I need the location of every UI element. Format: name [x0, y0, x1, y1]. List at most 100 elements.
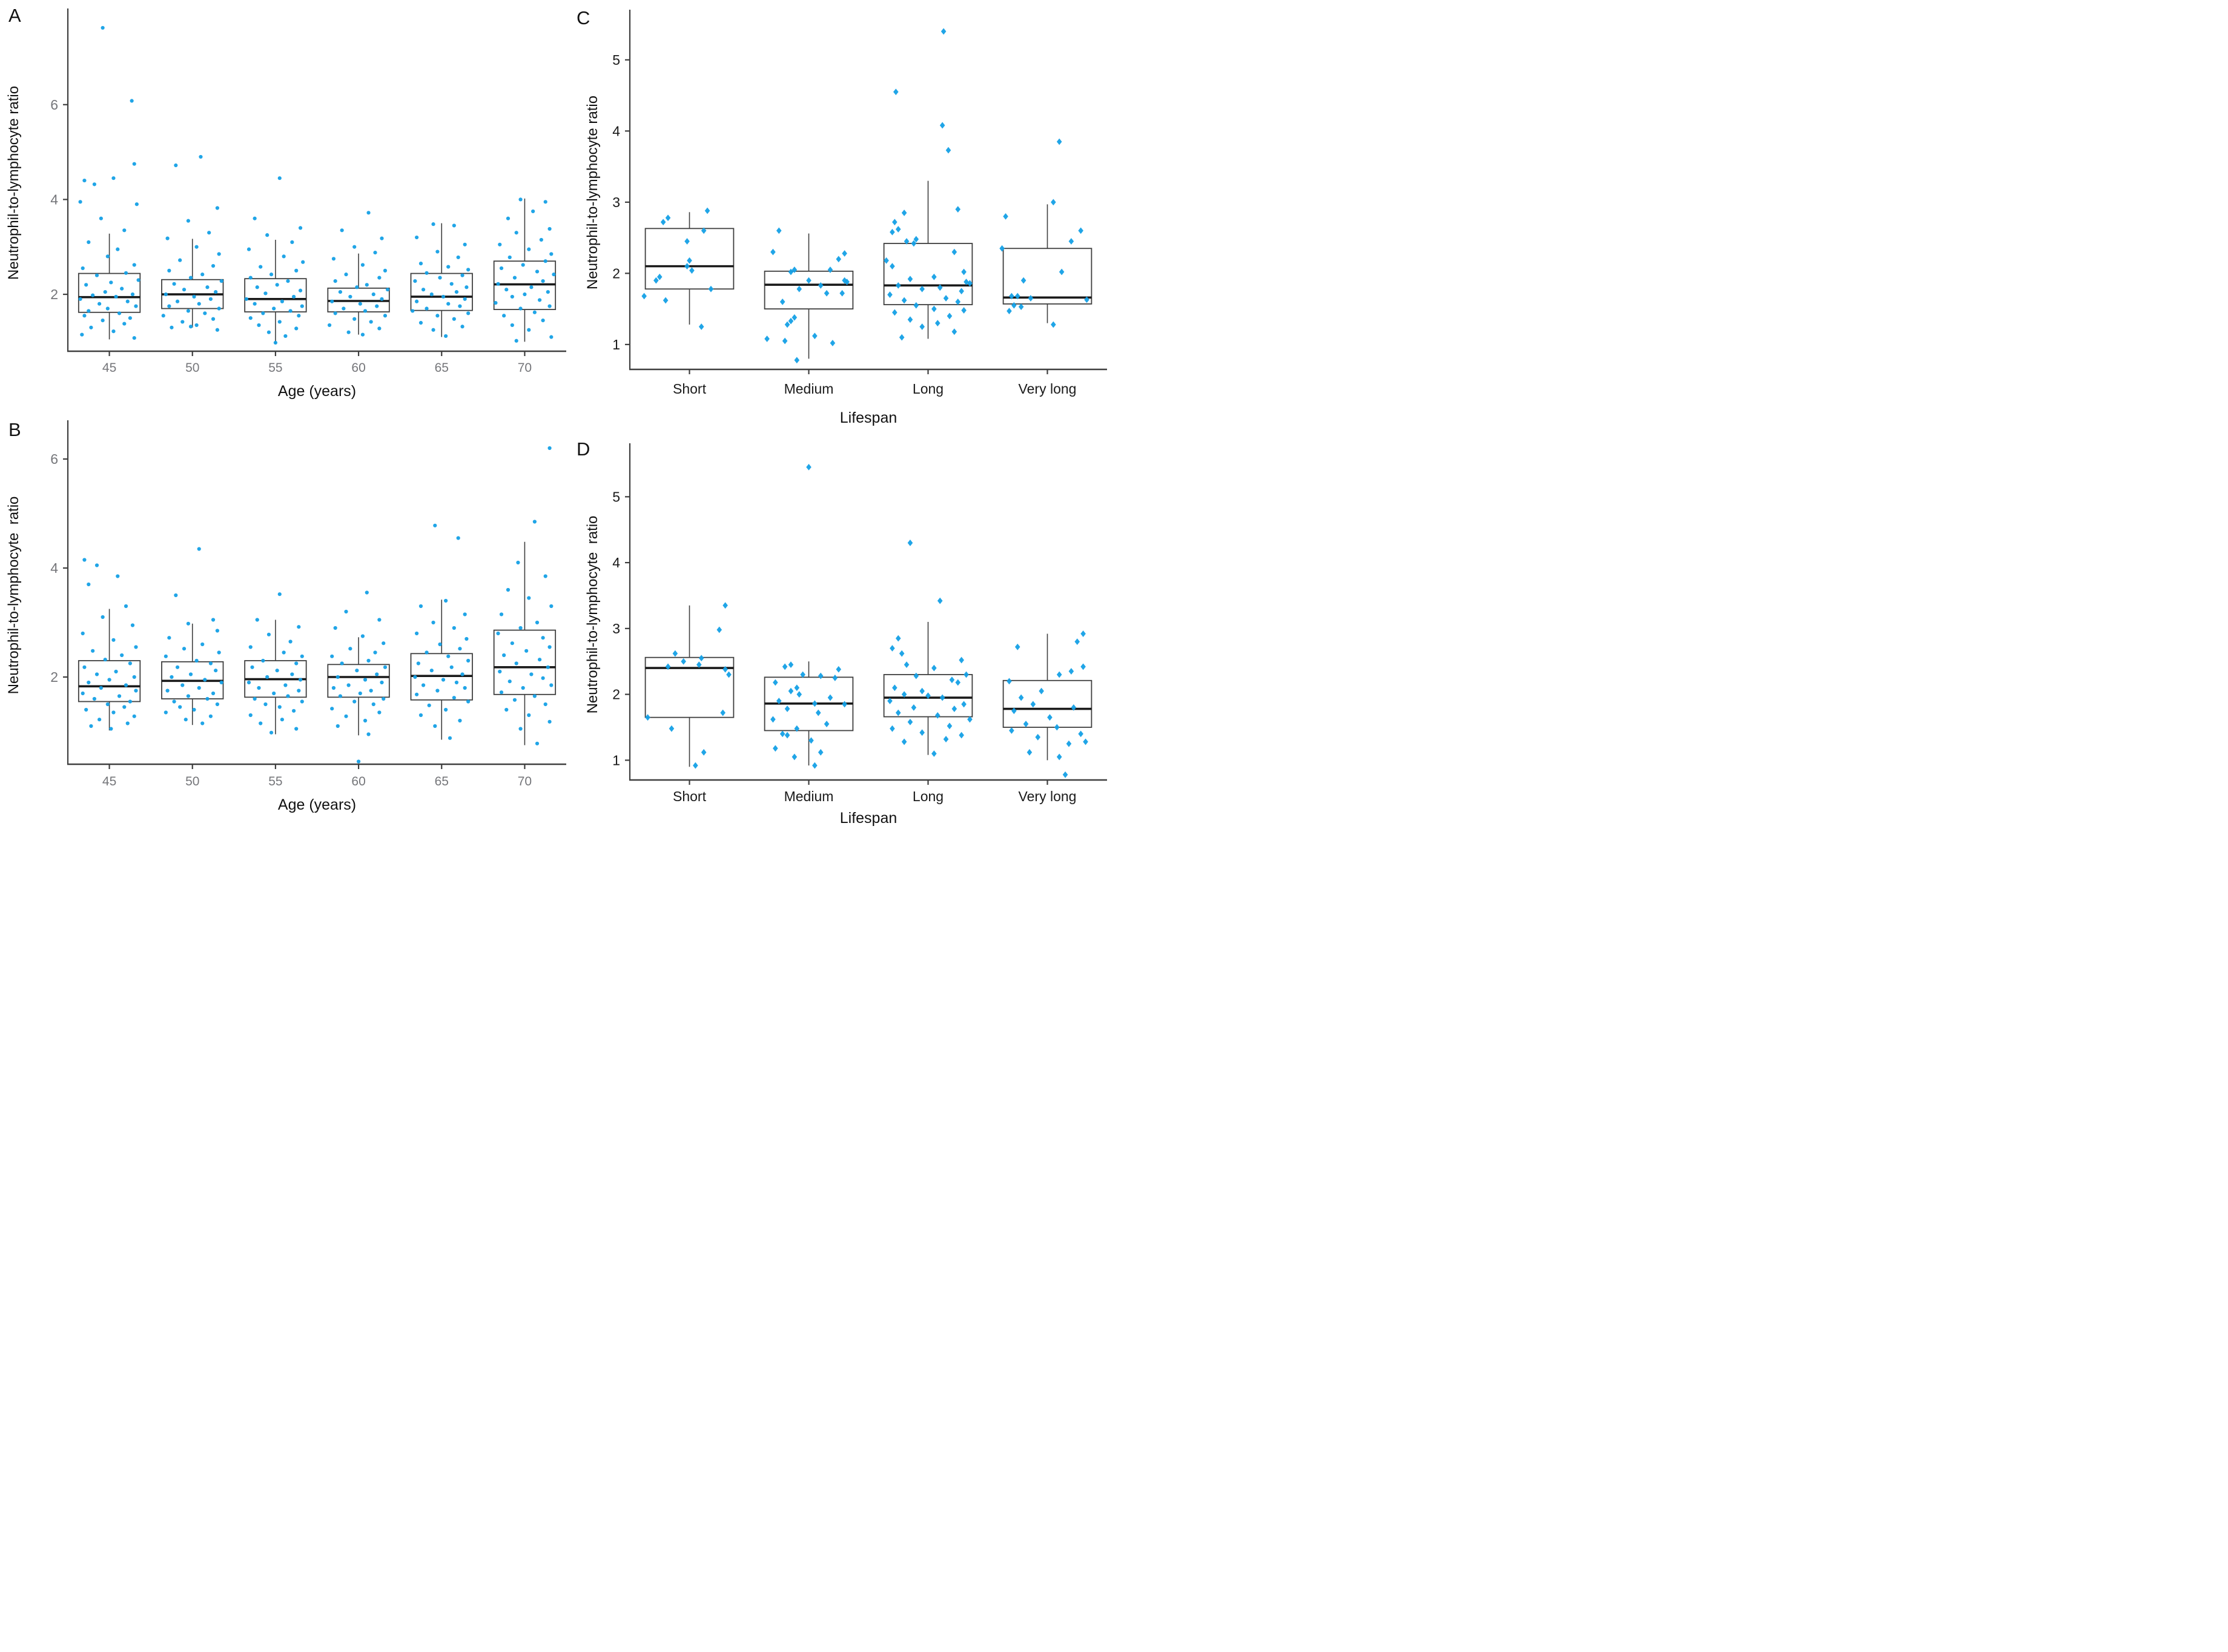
data-point [527, 328, 531, 332]
data-point [130, 99, 134, 103]
data-point [1020, 277, 1026, 284]
data-point [506, 587, 511, 592]
data-point [421, 683, 426, 687]
data-point [895, 709, 901, 716]
y-tick-label: 3 [612, 621, 620, 636]
data-point [773, 745, 778, 752]
data-point [444, 707, 448, 712]
data-point [167, 636, 171, 640]
data-point [514, 661, 518, 666]
data-point [415, 631, 419, 636]
data-point [454, 680, 459, 685]
data-point [124, 271, 128, 275]
data-point [907, 316, 913, 323]
data-point [552, 273, 556, 277]
data-point [546, 665, 550, 669]
data-point [435, 314, 440, 318]
boxplot-box [1002, 679, 1093, 728]
x-tick-label: 70 [518, 361, 532, 375]
data-point [951, 248, 957, 256]
data-point [82, 665, 87, 669]
data-point [128, 699, 132, 704]
data-point [272, 691, 276, 696]
data-point [669, 725, 675, 732]
data-point [161, 314, 165, 318]
data-point [101, 615, 105, 620]
data-point [101, 318, 105, 323]
data-point [893, 88, 899, 96]
data-point [907, 276, 913, 283]
data-point [186, 694, 190, 698]
data-point [904, 661, 910, 669]
data-point [1035, 733, 1041, 741]
data-point [418, 713, 423, 718]
data-point [98, 718, 102, 722]
data-point [291, 294, 296, 299]
data-point [506, 216, 511, 220]
data-point [288, 639, 293, 644]
x-tick-label: 65 [435, 361, 449, 375]
data-point [892, 309, 897, 316]
data-point [431, 222, 435, 226]
data-point [134, 304, 138, 308]
data-point [122, 228, 127, 233]
data-point [164, 654, 168, 658]
data-point [788, 687, 794, 695]
data-point [645, 714, 650, 721]
data-point [165, 236, 170, 240]
data-point [892, 219, 897, 226]
data-point [197, 686, 201, 690]
data-point [842, 701, 847, 708]
data-point [217, 306, 221, 311]
data-point [1014, 292, 1020, 300]
data-point [331, 686, 336, 690]
data-point [1051, 199, 1056, 206]
data-point [180, 683, 185, 687]
data-point [288, 309, 293, 313]
data-point [255, 285, 259, 289]
data-point [197, 302, 201, 306]
data-point [499, 266, 504, 271]
data-point [521, 686, 525, 690]
data-point [782, 663, 788, 670]
data-point [330, 654, 334, 658]
data-point [331, 257, 336, 261]
data-point [904, 238, 910, 245]
data-point [945, 147, 951, 154]
y-tick-label: 5 [612, 489, 620, 504]
data-point [192, 294, 196, 299]
data-point [355, 285, 359, 289]
data-point [507, 679, 512, 684]
data-point [672, 650, 678, 657]
data-point [964, 671, 969, 678]
y-tick-label: 4 [612, 555, 620, 570]
data-point [87, 680, 91, 685]
x-tick-label: 45 [102, 361, 116, 375]
data-point [684, 263, 690, 270]
x-tick-label: Long [913, 381, 944, 397]
data-point [527, 247, 531, 251]
data-point [836, 666, 842, 673]
data-point [117, 694, 122, 698]
x-axis-title: Lifespan [840, 409, 897, 426]
data-point [277, 705, 282, 709]
data-point [124, 683, 128, 687]
data-point [369, 689, 373, 693]
data-point [919, 285, 925, 292]
data-point [449, 665, 454, 669]
data-point [720, 709, 726, 716]
data-point [943, 295, 949, 302]
data-point [84, 283, 88, 287]
data-point [172, 699, 176, 704]
data-point [913, 236, 919, 243]
data-point [1047, 714, 1053, 721]
data-point [947, 312, 953, 320]
data-point [330, 299, 334, 303]
data-point [215, 629, 219, 633]
data-point [132, 162, 136, 166]
data-point [301, 260, 305, 264]
data-point [259, 265, 263, 269]
data-point [1011, 707, 1017, 715]
data-point [416, 661, 420, 666]
data-point [114, 669, 118, 674]
